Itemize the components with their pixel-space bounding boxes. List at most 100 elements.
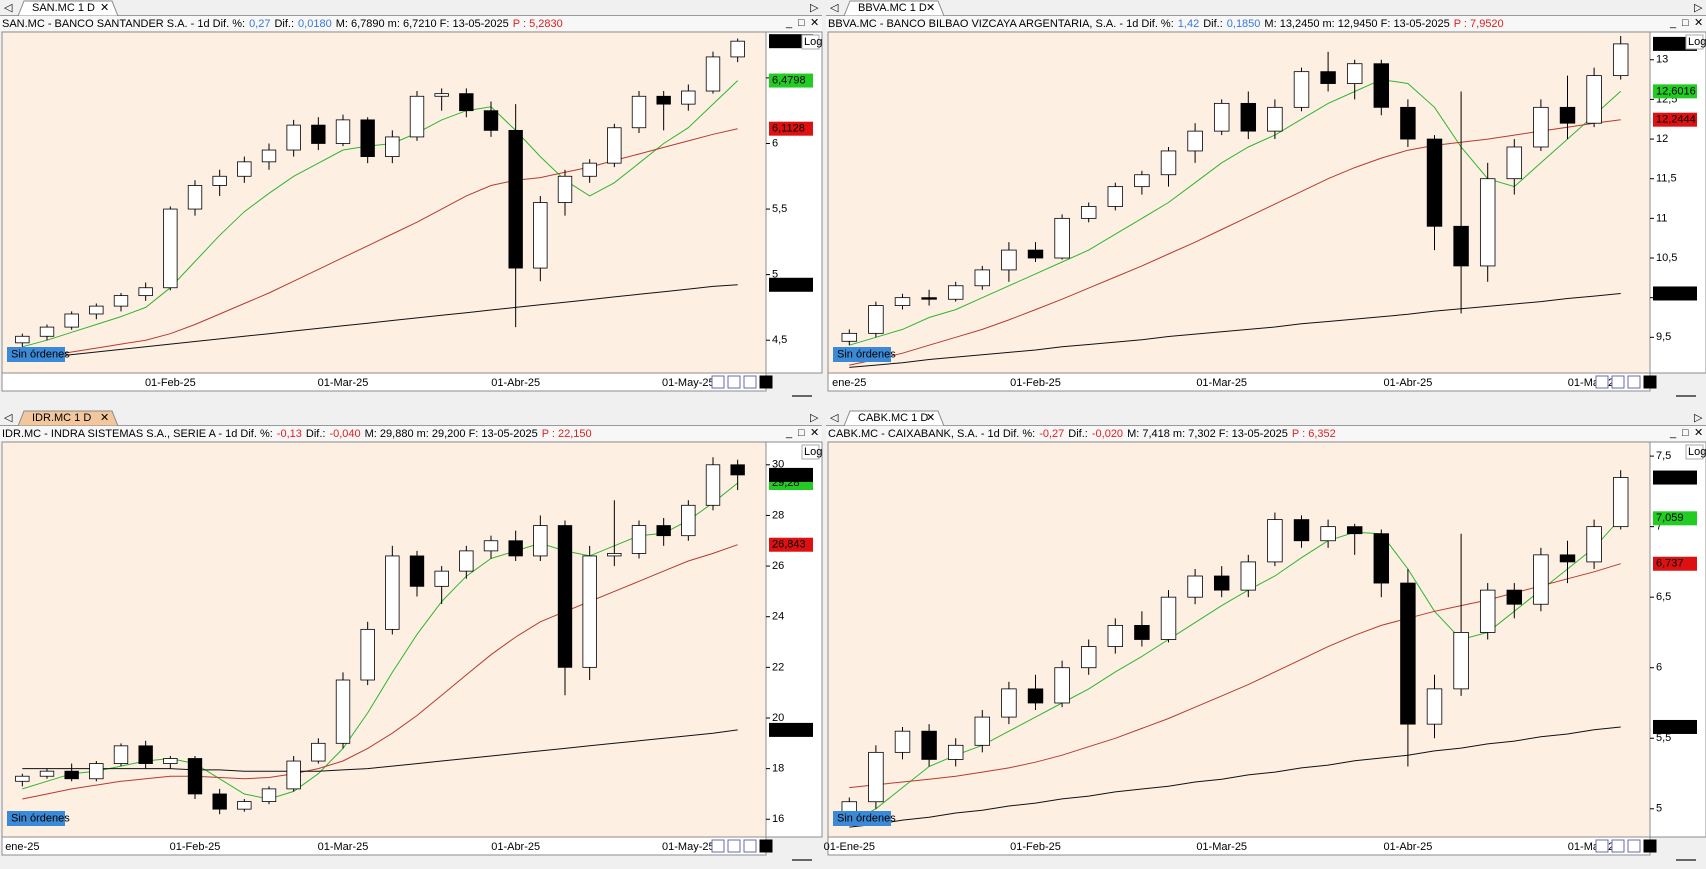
tab-label[interactable]: IDR.MC 1 D [32,412,91,424]
toolbar-icon[interactable] [711,839,725,853]
candle-body [1426,138,1443,227]
y-tick-label: 10,5 [1656,252,1677,264]
last-value-badge [1653,84,1697,99]
last-value-badge [1653,286,1697,301]
window-button[interactable]: ✕ [1694,17,1703,29]
scroll-handle[interactable] [792,859,812,861]
candle-body [434,570,449,587]
log-button[interactable] [1685,444,1704,460]
toolbar-icon[interactable] [1595,839,1609,853]
toolbar-icon[interactable] [727,839,741,853]
candle-body [1346,63,1363,84]
toolbar-icon[interactable] [1643,839,1657,853]
candle-body [1160,596,1177,640]
tab-close[interactable]: ✕ [100,412,109,424]
candle-body [335,679,351,744]
toolbar-icon[interactable] [1611,375,1625,389]
candle-body [1533,106,1549,148]
log-button[interactable] [1685,34,1704,50]
tab-label[interactable]: CABK.MC 1 D [858,412,928,424]
log-button-label[interactable]: Log [1688,446,1706,458]
log-button[interactable] [801,444,820,460]
window-button[interactable]: _ [785,17,793,29]
tab-arrow-right: ▷ [1694,2,1703,14]
candle-body [1027,688,1044,704]
y-tick-label: 24 [772,611,784,623]
window-button[interactable]: ✕ [810,427,819,439]
tab-close[interactable]: ✕ [100,2,109,14]
candle-body [607,553,622,557]
toolbar-icon[interactable] [743,839,757,853]
toolbar-icon[interactable] [1643,375,1657,389]
candle-body [1612,43,1629,77]
toolbar-icon[interactable] [727,375,741,389]
scroll-handle[interactable] [1676,395,1696,397]
candle-body [557,525,573,668]
y-tick-label: 6,5 [1656,591,1671,603]
last-value-badge-label: 5,58 [1656,721,1677,733]
candle-body [1533,554,1549,605]
window-button[interactable]: _ [1669,427,1677,439]
x-tick-label: 01-May-25 [662,841,715,853]
candle-body [1320,71,1336,84]
candle-body [631,525,647,554]
candle-body [582,162,597,177]
last-value-badge-label: 4,9227 [772,279,806,291]
log-button-label[interactable]: Log [804,446,822,458]
toolbar-icon[interactable] [759,839,773,853]
plot-area [1,441,767,838]
window-button[interactable]: □ [798,427,805,439]
last-value-badge [1653,556,1697,571]
window-button[interactable]: □ [1682,17,1689,29]
log-button-label[interactable]: Log [1688,36,1706,48]
candle-body [1453,632,1469,690]
log-button-label[interactable]: Log [804,36,822,48]
candle-body [483,110,499,131]
scroll-handle[interactable] [1676,859,1696,861]
y-tick-label: 20 [772,712,784,724]
header-part: -0,27 [1039,428,1064,440]
last-value-badge-label: 12,2444 [1656,114,1696,126]
toolbar-icon[interactable] [759,375,773,389]
toolbar-icon[interactable] [1611,839,1625,853]
x-tick-label: 01-Mar-25 [318,377,369,389]
tab-label[interactable]: SAN.MC 1 D [32,2,95,14]
candle-body [1134,174,1150,188]
tab-close[interactable]: ✕ [926,412,935,424]
candle-body [1586,75,1602,124]
tab-label[interactable]: BBVA.MC 1 D [858,2,927,14]
window-button[interactable]: _ [1669,17,1677,29]
window-button[interactable]: □ [798,17,805,29]
y-tick-label: 11 [1656,212,1667,224]
candle-body [1134,624,1150,640]
candle-body [237,801,252,810]
candle-body [1559,106,1576,124]
toolbar-icon[interactable] [1595,375,1609,389]
window-button[interactable]: ✕ [1694,427,1703,439]
x-tick-label: ene-25 [5,841,39,853]
window-button[interactable]: □ [1682,427,1689,439]
toolbar-icon[interactable] [1627,839,1641,853]
window-button[interactable]: ✕ [810,17,819,29]
orders-badge [7,811,65,826]
toolbar-icon[interactable] [711,375,725,389]
candle-body [894,297,911,306]
log-button[interactable] [801,34,820,50]
candle-body [1001,688,1017,718]
tab-close[interactable]: ✕ [926,2,935,14]
x-tick-label: 01-Mar-25 [1196,377,1247,389]
scroll-handle[interactable] [792,395,812,397]
y-tick-label: 11,5 [1656,173,1677,185]
header-part: 0,1850 [1227,18,1261,30]
y-tick-label: 16 [772,813,784,825]
candle-body [947,744,964,760]
candle-body [557,175,573,203]
toolbar-icon[interactable] [1627,375,1641,389]
x-tick-label: 01-Feb-25 [145,377,196,389]
window-button[interactable]: _ [785,427,793,439]
toolbar-icon[interactable] [743,375,757,389]
candle-body [311,124,326,144]
header-part: SAN.MC - BANCO SANTANDER S.A. - 1d Dif. … [2,18,245,30]
candle-body [1187,130,1203,152]
header-part: P : 6,352 [1292,428,1336,440]
